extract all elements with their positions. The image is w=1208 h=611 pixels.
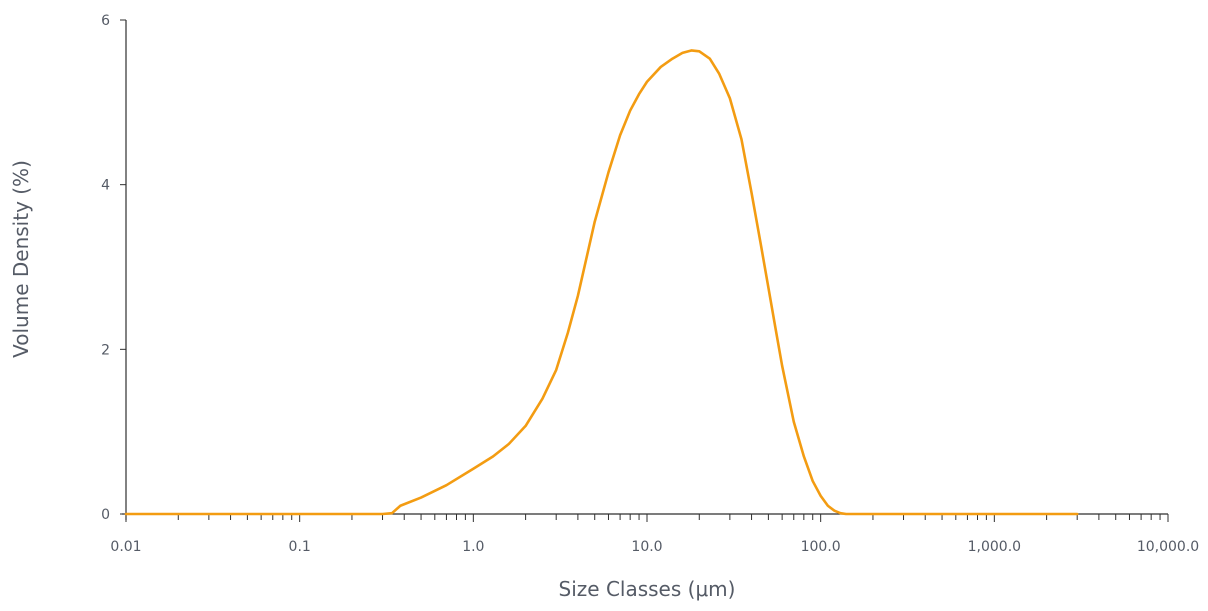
x-tick-label: 0.1 xyxy=(289,539,311,555)
y-tick-label: 2 xyxy=(101,342,110,358)
x-axis-title: Size Classes (μm) xyxy=(559,577,736,601)
y-tick-label: 4 xyxy=(101,178,110,194)
volume-density-series-line xyxy=(124,49,1079,516)
labels-layer: 0 2 4 6 0.01 0.1 1.0 10.0 100.0 1,000.0 10,000.0 Si… xyxy=(9,13,1199,601)
x-tick-label: 0.01 xyxy=(110,539,141,555)
axes-layer xyxy=(120,19,1169,522)
y-axis-title: Volume Density (%) xyxy=(9,160,33,358)
y-tick-label: 6 xyxy=(101,13,110,29)
x-tick-label: 100.0 xyxy=(801,539,841,555)
x-tick-label: 10.0 xyxy=(631,539,662,555)
plot-layer xyxy=(124,49,1079,516)
x-tick-label: 10,000.0 xyxy=(1137,539,1199,555)
x-tick-label: 1,000.0 xyxy=(968,539,1021,555)
x-tick-label: 1.0 xyxy=(462,539,484,555)
y-tick-label: 0 xyxy=(101,507,110,523)
